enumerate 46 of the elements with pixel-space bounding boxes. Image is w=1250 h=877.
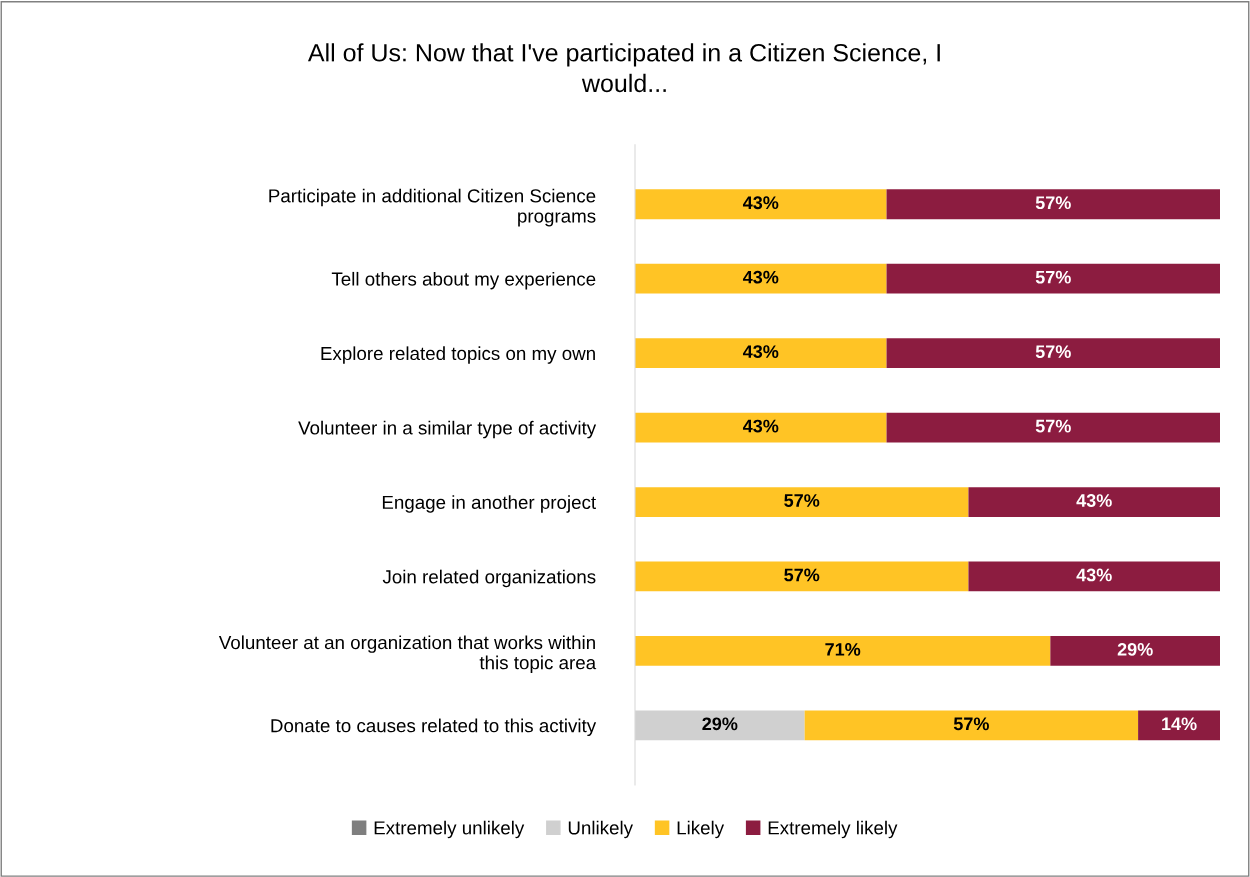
- bar: [635, 487, 969, 517]
- y-tick-label: Engage in another project: [382, 495, 596, 513]
- bar: [635, 263, 887, 294]
- bar: [1050, 636, 1220, 666]
- y-tick-label: Participate in additional Citizen Science programs: [269, 188, 596, 227]
- data-label: 57%: [1035, 196, 1071, 210]
- data-label: 29%: [702, 717, 738, 731]
- data-label: 43%: [1076, 568, 1112, 582]
- y-tick-label: Explore related topics on my own: [321, 346, 595, 364]
- bar: [968, 487, 1220, 517]
- bar: [1138, 710, 1220, 741]
- data-label: 57%: [1035, 419, 1071, 433]
- data-label: 14%: [1162, 717, 1197, 731]
- data-label: 43%: [742, 419, 779, 433]
- bar: [635, 561, 969, 592]
- data-label: 57%: [1035, 270, 1071, 284]
- legend-label: Unlikely: [568, 820, 633, 839]
- bar: [886, 412, 1220, 443]
- data-label: 43%: [742, 196, 779, 210]
- bar: [635, 338, 887, 369]
- y-tick-label: Join related organizations: [382, 569, 596, 588]
- legend-label: Extremely likely: [768, 820, 898, 839]
- bar: [635, 189, 887, 220]
- y-tick-label: Volunteer at an organization that works within this topic area: [218, 635, 597, 674]
- bar: [968, 561, 1220, 592]
- data-label: 57%: [953, 717, 989, 731]
- bar: [886, 263, 1220, 294]
- y-tick-label: Donate to causes related to this activity: [271, 718, 597, 737]
- y-tick-label: Volunteer in a similar type of activity: [298, 420, 597, 439]
- data-label: 29%: [1117, 642, 1153, 656]
- data-label: 43%: [742, 345, 779, 359]
- bar: [635, 636, 1051, 666]
- data-label: 71%: [825, 643, 861, 656]
- bar: [886, 338, 1220, 369]
- data-label: 57%: [784, 568, 820, 582]
- y-tick-label: Tell others about my experience: [331, 271, 596, 290]
- legend-label: Extremely unlikely: [374, 820, 525, 839]
- data-label: 57%: [1035, 345, 1071, 358]
- bar: [886, 189, 1220, 220]
- data-label: 43%: [1076, 494, 1112, 507]
- bar: [804, 710, 1139, 741]
- chart-title: All of Us: Now that I've participated in a Citizen Science, I would...: [307, 43, 940, 93]
- data-label: 57%: [784, 494, 820, 507]
- data-label: 43%: [742, 270, 779, 284]
- legend-label: Likely: [677, 820, 725, 839]
- bar: [635, 412, 887, 443]
